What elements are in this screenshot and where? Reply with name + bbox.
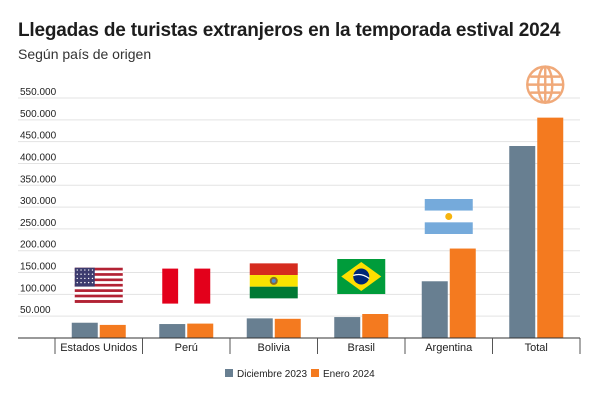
- category-icons: [74, 65, 565, 304]
- bar: [99, 324, 126, 338]
- legend-swatch: [225, 369, 233, 377]
- legend: Diciembre 2023 Enero 2024: [225, 369, 375, 380]
- peru-flag-icon: [162, 268, 211, 304]
- x-tick-label: Total: [525, 342, 548, 354]
- bar: [421, 281, 448, 338]
- x-tick-label: Argentina: [425, 342, 473, 354]
- bar: [362, 314, 389, 338]
- argentina-flag-icon: [424, 199, 473, 234]
- bar: [246, 318, 273, 338]
- brazil-flag-icon: [337, 259, 386, 294]
- y-tick-label: 500.000: [20, 109, 57, 120]
- legend-label: Enero 2024: [323, 369, 375, 380]
- bar: [449, 248, 476, 338]
- usa-flag-icon: [74, 267, 123, 303]
- y-tick-label: 250.000: [20, 218, 57, 229]
- y-tick-label: 550.000: [20, 87, 57, 98]
- x-tick-label: Bolivia: [258, 342, 291, 354]
- x-tick-label: Estados Unidos: [60, 342, 138, 354]
- x-tick-label: Brasil: [347, 342, 375, 354]
- legend-label: Diciembre 2023: [237, 369, 307, 380]
- y-tick-label: 400.000: [20, 152, 57, 163]
- y-tick-label: 350.000: [20, 174, 57, 185]
- bolivia-flag-icon: [249, 263, 298, 299]
- bar: [334, 317, 361, 338]
- bar: [274, 318, 301, 338]
- x-tick-label: Perú: [175, 342, 198, 354]
- y-tick-label: 150.000: [20, 262, 57, 273]
- chart-subtitle: Según país de origen: [18, 46, 152, 62]
- y-axis-ticks: 50.000 100.000 150.000 200.000 250.000 300.00…: [20, 87, 57, 316]
- y-tick-label: 50.000: [20, 305, 51, 316]
- bar: [537, 117, 564, 339]
- bar: [509, 146, 536, 338]
- y-tick-label: 300.000: [20, 196, 57, 207]
- chart-title: Llegadas de turistas extranjeros en la t…: [18, 20, 561, 41]
- legend-swatch: [311, 369, 319, 377]
- x-axis: Estados Unidos Perú Bolivia Brasil Argentina…: [18, 337, 581, 354]
- globe-icon: [526, 65, 565, 104]
- y-tick-label: 450.000: [20, 131, 57, 142]
- y-tick-label: 200.000: [20, 240, 57, 251]
- bar: [187, 323, 214, 338]
- bars: [71, 117, 564, 339]
- bar: [71, 322, 98, 338]
- y-tick-label: 100.000: [20, 283, 57, 294]
- bar: [159, 324, 186, 338]
